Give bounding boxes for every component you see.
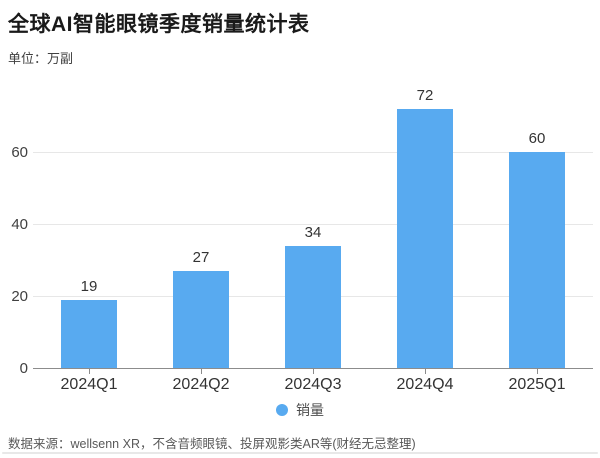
legend-dot-icon xyxy=(276,404,288,416)
bar-value-label: 72 xyxy=(416,86,434,104)
bar-value-label: 27 xyxy=(192,248,210,266)
x-axis-category-label: 2024Q4 xyxy=(396,376,454,393)
bottom-divider xyxy=(2,452,598,454)
bar-value-label: 19 xyxy=(80,277,98,295)
legend-item-sales[interactable]: 销量 xyxy=(0,400,600,420)
y-axis-tick-label: 40 xyxy=(11,216,28,233)
y-axis-tick-label: 0 xyxy=(19,360,28,377)
bar-2024Q2[interactable] xyxy=(173,270,229,368)
x-axis-line xyxy=(33,368,593,369)
y-axis-tick-label: 20 xyxy=(11,288,28,305)
bar-value-label: 34 xyxy=(304,223,322,241)
x-axis-tick xyxy=(425,369,426,374)
gridline xyxy=(33,224,593,225)
x-axis-tick xyxy=(89,369,90,374)
x-axis-category-label: 2025Q1 xyxy=(508,376,566,393)
x-axis-tick xyxy=(201,369,202,374)
x-axis-tick xyxy=(313,369,314,374)
x-axis-category-label: 2024Q2 xyxy=(172,376,230,393)
x-axis-category-label: 2024Q1 xyxy=(60,376,118,393)
bar-2024Q1[interactable] xyxy=(61,299,117,368)
y-axis-tick-label: 60 xyxy=(11,144,28,161)
chart-title: 全球AI智能眼镜季度销量统计表 xyxy=(8,13,310,36)
x-axis-tick xyxy=(537,369,538,374)
bar-2025Q1[interactable] xyxy=(509,152,565,368)
bar-2024Q3[interactable] xyxy=(285,245,341,368)
gridline xyxy=(33,152,593,153)
unit-label: 单位：万副 xyxy=(8,51,74,66)
data-source-note: 数据来源：wellsenn XR，不含音频眼镜、投屏观影类AR等(财经无忌整理) xyxy=(8,437,416,451)
x-axis-category-label: 2024Q3 xyxy=(284,376,342,393)
legend-label: 销量 xyxy=(296,402,324,418)
bar-value-label: 60 xyxy=(528,130,546,147)
bar-2024Q4[interactable] xyxy=(397,108,453,368)
